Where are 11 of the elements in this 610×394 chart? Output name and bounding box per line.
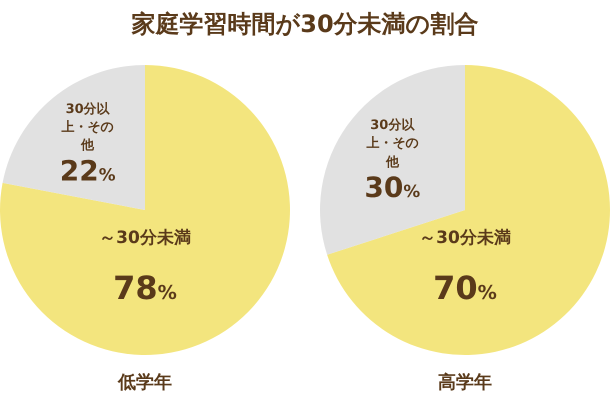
slice-label: ～30分未満 xyxy=(418,227,512,250)
data-label: 70% xyxy=(433,269,497,307)
data-label: 30% xyxy=(364,171,420,204)
slice-label: ～30分未満 xyxy=(98,227,192,250)
text: 低学年 xyxy=(117,372,172,393)
chart-title: 家庭学習時間が30分未満の割合 xyxy=(130,10,479,38)
data-label: 22% xyxy=(60,154,116,188)
slice-label: 30分以上・その他 xyxy=(365,117,420,172)
data-label: 78% xyxy=(113,269,177,307)
text: 高学年 xyxy=(438,372,492,393)
slice-label: 30分以上・その他 xyxy=(60,100,115,156)
